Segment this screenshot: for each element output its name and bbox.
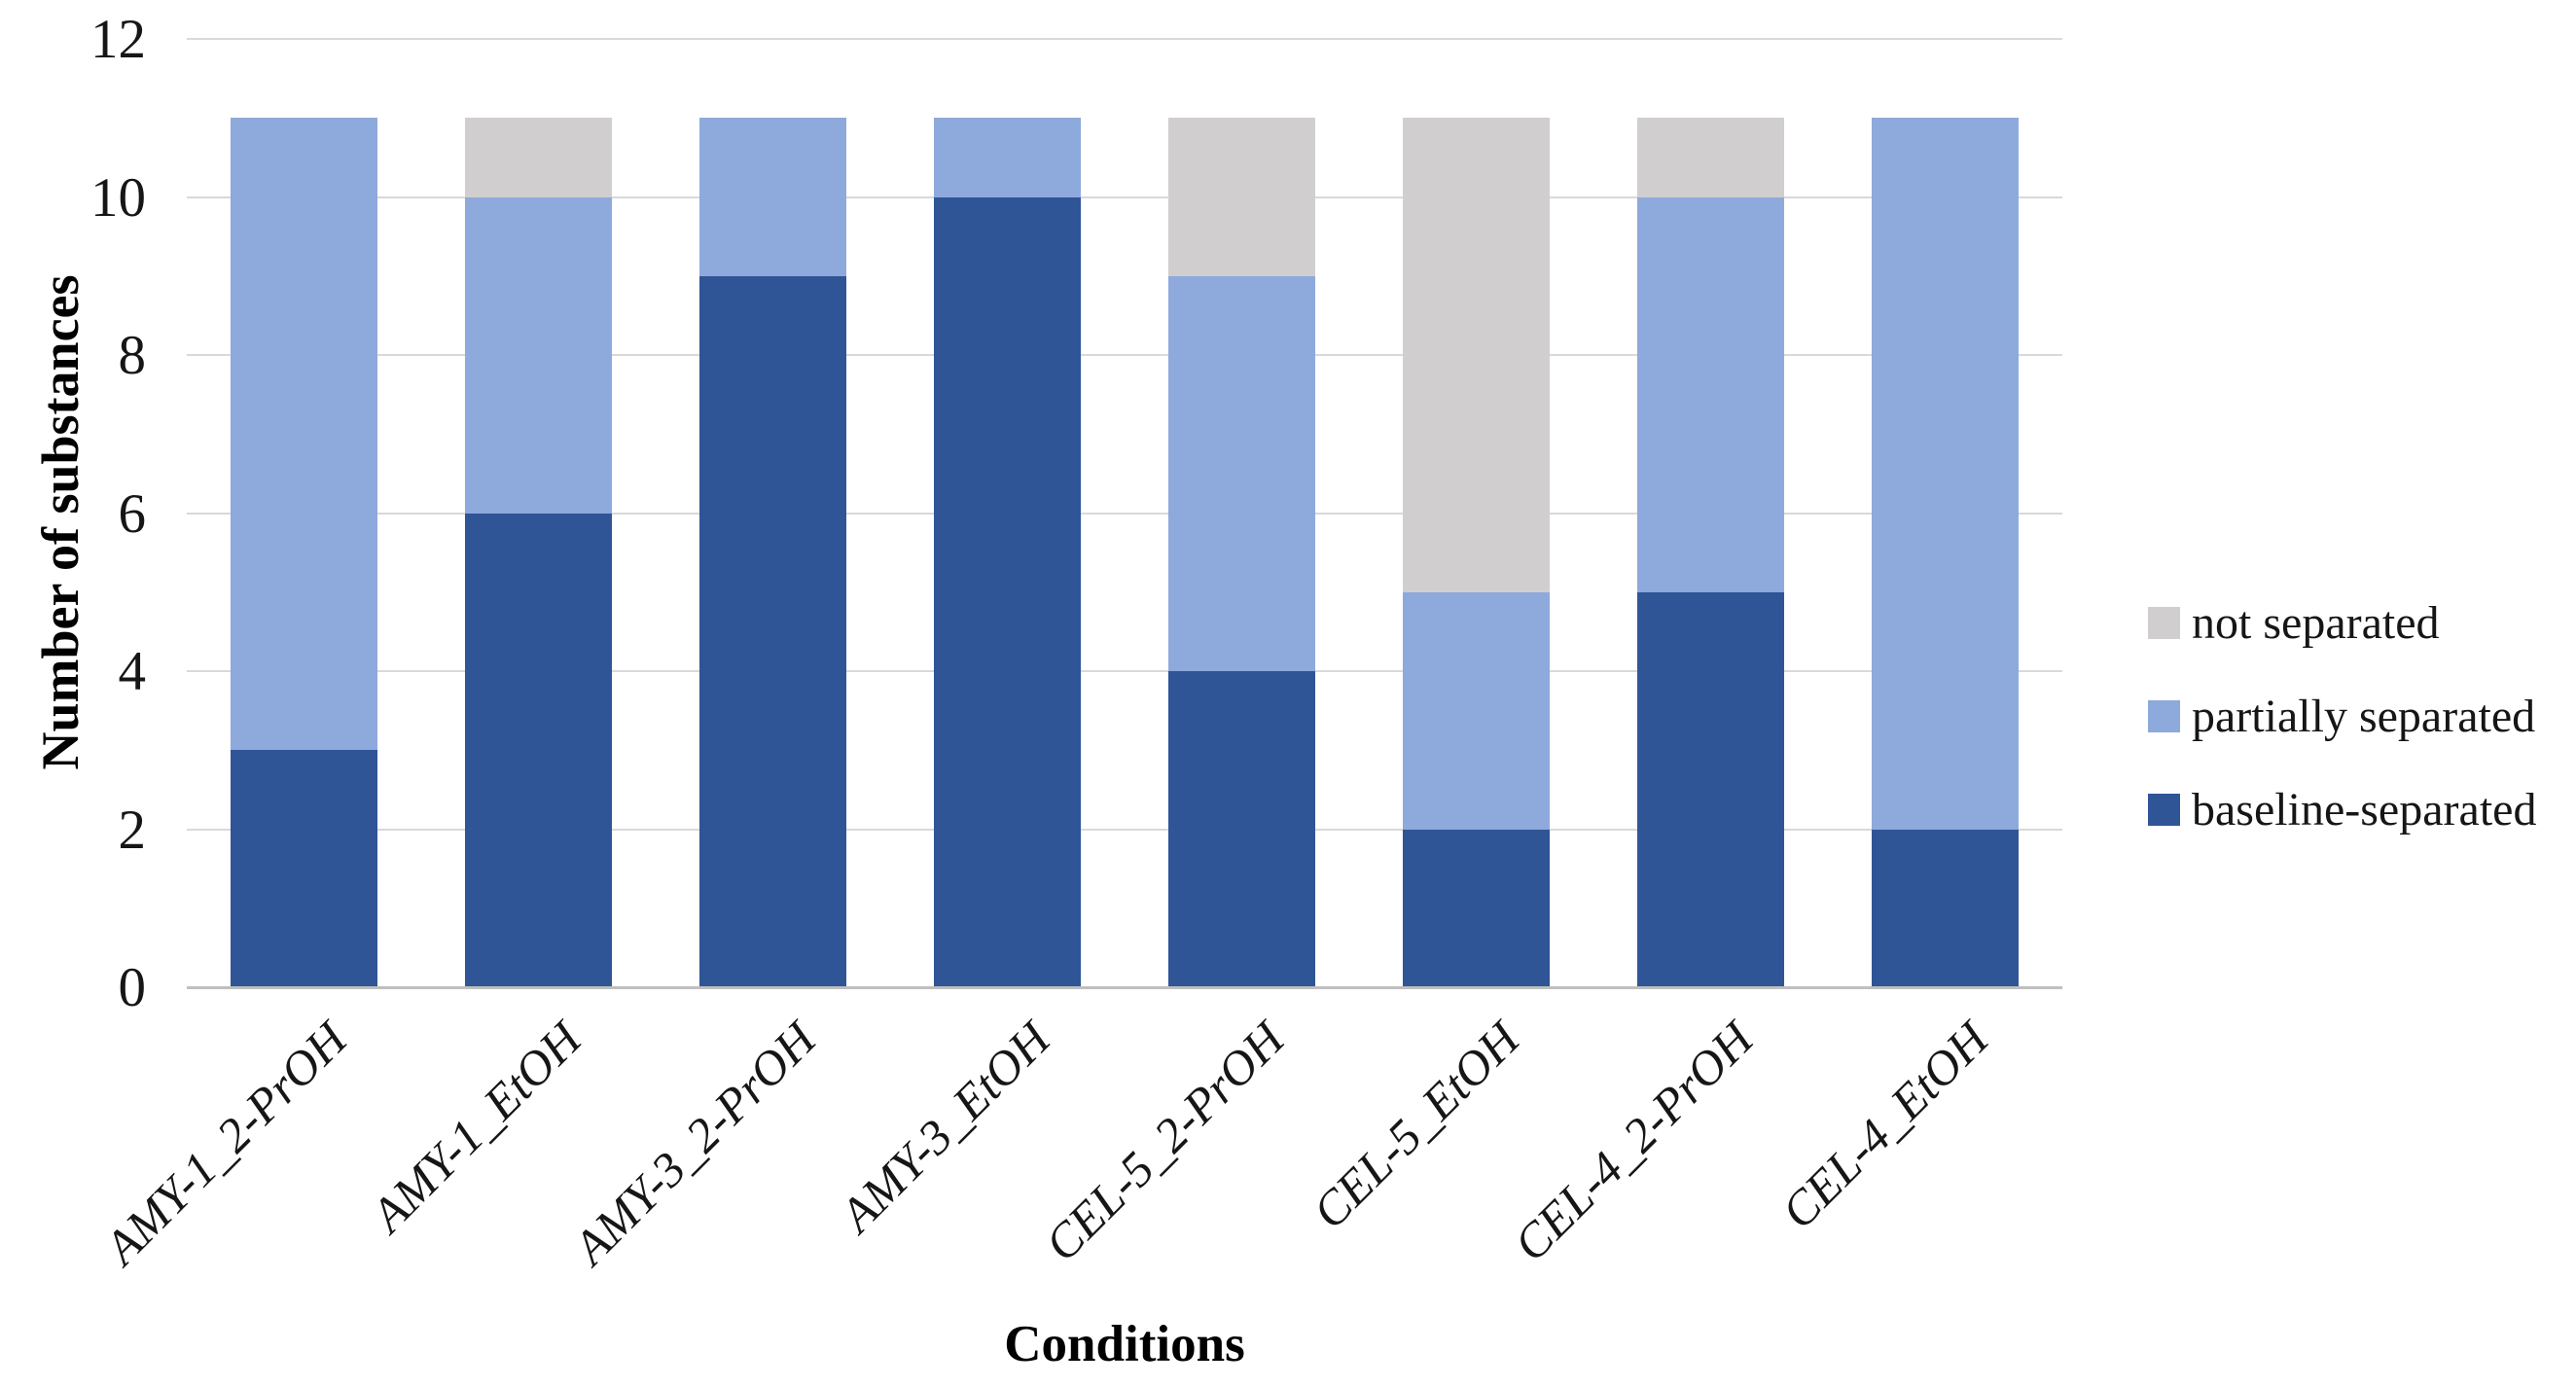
bar-segment-partially-separated-CEL-5_2-PrOH (1168, 275, 1315, 671)
x-axis-title: Conditions (1004, 1316, 1245, 1372)
bar-slot-CEL-5_EtOH (1359, 39, 1593, 987)
bar-slot-CEL-5_2-PrOH (1125, 39, 1359, 987)
x-category-label-AMY-3_2-PrOH: AMY-3_2-PrOH (562, 1011, 826, 1275)
bar-segment-baseline-separated-AMY-1_EtOH (465, 513, 612, 987)
bar-CEL-4_EtOH (1872, 118, 2019, 987)
bar-slot-AMY-1_EtOH (421, 39, 656, 987)
bar-segment-partially-separated-AMY-1_EtOH (465, 196, 612, 514)
y-tick-label-6: 6 (118, 482, 147, 545)
x-category-label-CEL-5_2-PrOH: CEL-5_2-PrOH (1034, 1011, 1295, 1272)
bar-AMY-1_EtOH (465, 118, 612, 987)
legend-swatch-not-separated (2148, 606, 2180, 639)
y-tick-label-10: 10 (90, 166, 146, 229)
legend-label-not-separated: not separated (2192, 596, 2440, 649)
x-category-label-CEL-5_EtOH: CEL-5_EtOH (1301, 1011, 1529, 1239)
legend-label-partially-separated: partially separated (2192, 690, 2536, 742)
bar-segment-partially-separated-AMY-3_EtOH (934, 118, 1081, 197)
gridline-y-6 (187, 512, 2062, 515)
bar-segment-baseline-separated-CEL-5_EtOH (1403, 829, 1550, 987)
bar-AMY-3_EtOH (934, 118, 1081, 987)
gridline-y-8 (187, 354, 2062, 356)
bar-slot-CEL-4_EtOH (1828, 39, 2062, 987)
bar-AMY-1_2-PrOH (231, 118, 377, 987)
legend-label-baseline-separated: baseline-separated (2192, 783, 2537, 836)
y-tick-label-12: 12 (90, 9, 146, 70)
bar-segment-partially-separated-CEL-5_EtOH (1403, 591, 1550, 830)
bar-segment-not-separated-CEL-5_2-PrOH (1168, 118, 1315, 276)
legend-swatch-partially-separated (2148, 699, 2180, 732)
bar-CEL-5_EtOH (1403, 118, 1550, 987)
legend-item-baseline-separated: baseline-separated (2148, 763, 2536, 856)
x-axis-line (187, 986, 2062, 989)
bar-segment-partially-separated-AMY-3_2-PrOH (699, 118, 846, 276)
x-category-label-AMY-1_EtOH: AMY-1_EtOH (360, 1011, 591, 1243)
bar-segment-partially-separated-CEL-4_EtOH (1872, 118, 2019, 830)
bar-slot-AMY-1_2-PrOH (187, 39, 421, 987)
gridline-y-2 (187, 828, 2062, 831)
x-category-label-AMY-1_2-PrOH: AMY-1_2-PrOH (93, 1011, 357, 1275)
bar-slot-CEL-4_2-PrOH (1593, 39, 1828, 987)
x-category-label-CEL-4_EtOH: CEL-4_EtOH (1770, 1011, 1998, 1239)
plot-area (187, 38, 2062, 989)
bar-AMY-3_2-PrOH (699, 118, 846, 987)
y-tick-label-2: 2 (118, 799, 147, 861)
y-tick-label-4: 4 (118, 641, 147, 702)
x-category-label-AMY-3_EtOH: AMY-3_EtOH (829, 1011, 1060, 1243)
bars-container (187, 39, 2062, 987)
bar-segment-baseline-separated-CEL-5_2-PrOH (1168, 671, 1315, 987)
bar-segment-baseline-separated-AMY-3_2-PrOH (699, 275, 846, 987)
bar-segment-baseline-separated-CEL-4_EtOH (1872, 829, 2019, 987)
y-tick-label-8: 8 (118, 325, 147, 386)
bar-slot-AMY-3_2-PrOH (656, 39, 890, 987)
gridline-y-10 (187, 196, 2062, 198)
bar-CEL-4_2-PrOH (1637, 118, 1784, 987)
bar-segment-baseline-separated-AMY-1_2-PrOH (231, 750, 377, 987)
bar-segment-baseline-separated-AMY-3_EtOH (934, 196, 1081, 987)
y-tick-label-0: 0 (118, 957, 147, 1018)
x-category-label-CEL-4_2-PrOH: CEL-4_2-PrOH (1503, 1011, 1764, 1272)
legend: not separated partially separated baseline… (2148, 576, 2536, 856)
bar-segment-not-separated-CEL-5_EtOH (1403, 118, 1550, 592)
bar-segment-partially-separated-CEL-4_2-PrOH (1637, 196, 1784, 592)
bar-slot-AMY-3_EtOH (890, 39, 1125, 987)
gridline-y-4 (187, 670, 2062, 672)
bar-segment-baseline-separated-CEL-4_2-PrOH (1637, 591, 1784, 987)
legend-item-partially-separated: partially separated (2148, 669, 2536, 763)
bar-CEL-5_2-PrOH (1168, 118, 1315, 987)
legend-item-not-separated: not separated (2148, 576, 2536, 669)
bar-segment-not-separated-CEL-4_2-PrOH (1637, 118, 1784, 197)
bar-segment-not-separated-AMY-1_EtOH (465, 118, 612, 197)
bar-segment-partially-separated-AMY-1_2-PrOH (231, 118, 377, 751)
legend-swatch-baseline-separated (2148, 793, 2180, 826)
gridline-y-12 (187, 38, 2062, 40)
